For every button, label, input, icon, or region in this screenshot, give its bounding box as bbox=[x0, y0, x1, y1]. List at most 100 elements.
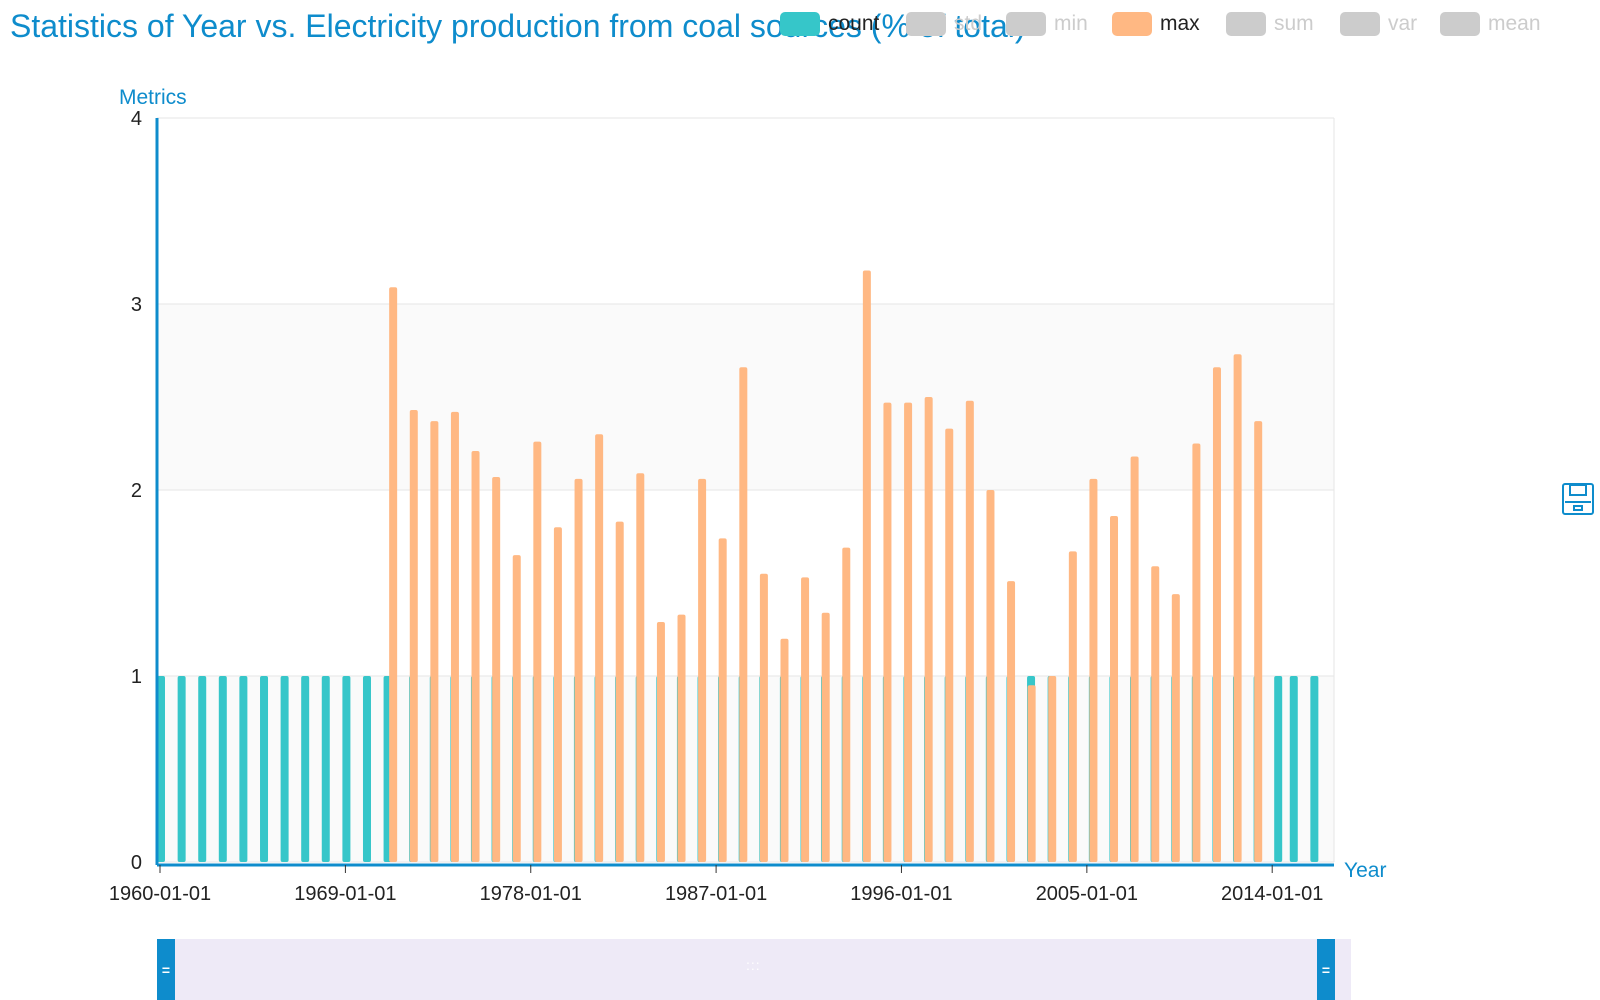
x-axis-title: Year bbox=[1344, 859, 1386, 882]
max-bar bbox=[512, 555, 521, 862]
legend-label: sum bbox=[1274, 12, 1314, 35]
count-bar bbox=[1310, 676, 1319, 862]
legend-swatch bbox=[1112, 12, 1152, 36]
max-bar bbox=[1027, 685, 1036, 862]
legend-swatch bbox=[906, 12, 946, 36]
count-bar bbox=[280, 676, 289, 862]
max-bar bbox=[1254, 421, 1263, 862]
max-bar bbox=[677, 614, 686, 862]
legend-swatch bbox=[1006, 12, 1046, 36]
legend-swatch bbox=[1440, 12, 1480, 36]
legend-item-count[interactable]: count bbox=[780, 11, 879, 37]
max-bar bbox=[430, 421, 439, 862]
zoom-handle-right[interactable]: = bbox=[1317, 939, 1335, 1000]
legend-label: min bbox=[1054, 12, 1088, 35]
max-bar bbox=[842, 547, 851, 862]
legend-item-min[interactable]: min bbox=[1006, 11, 1088, 37]
y-tick-labels: 0 1 2 3 4 bbox=[131, 108, 142, 874]
y-tick-label: 4 bbox=[131, 108, 142, 130]
max-bar bbox=[698, 478, 707, 862]
data-zoom-slider[interactable] bbox=[161, 939, 1351, 1000]
legend-label: var bbox=[1388, 12, 1418, 35]
count-bar bbox=[157, 676, 165, 862]
max-bar bbox=[574, 478, 583, 862]
x-tick-label: 2014-01-01 bbox=[1221, 883, 1323, 905]
x-tick-label: 2005-01-01 bbox=[1036, 883, 1138, 905]
max-bar bbox=[1212, 367, 1221, 862]
count-bar bbox=[198, 676, 207, 862]
chart-title: Statistics of Year vs. Electricity produ… bbox=[10, 8, 1026, 44]
y-tick-label: 3 bbox=[131, 294, 142, 316]
count-bar bbox=[177, 676, 186, 862]
x-tick-label: 1960-01-01 bbox=[109, 883, 211, 905]
max-bar bbox=[739, 367, 748, 862]
max-bar bbox=[450, 411, 459, 862]
x-tick-label: 1969-01-01 bbox=[294, 883, 396, 905]
count-bar bbox=[260, 676, 269, 862]
max-bar bbox=[615, 521, 624, 862]
count-bar bbox=[321, 676, 330, 862]
max-bar bbox=[595, 434, 604, 862]
count-bar bbox=[342, 676, 351, 862]
x-tick-label: 1978-01-01 bbox=[480, 883, 582, 905]
y-tick-label: 2 bbox=[131, 480, 142, 502]
max-bar bbox=[553, 527, 562, 862]
y-tick-label: 1 bbox=[131, 666, 142, 688]
max-bar bbox=[801, 577, 810, 862]
y-axis-title: Metrics bbox=[119, 86, 187, 109]
max-bar bbox=[862, 270, 871, 862]
max-bar bbox=[389, 287, 398, 862]
max-bar bbox=[1192, 443, 1201, 862]
legend-item-sum[interactable]: sum bbox=[1226, 11, 1314, 37]
max-bar bbox=[533, 441, 542, 862]
max-bar bbox=[986, 490, 995, 862]
count-bar bbox=[1274, 676, 1283, 862]
max-bar bbox=[821, 612, 830, 862]
max-bar bbox=[759, 573, 768, 862]
axes bbox=[155, 118, 1334, 867]
max-bar bbox=[1110, 516, 1119, 862]
max-bar bbox=[904, 402, 913, 862]
max-bar bbox=[924, 397, 933, 862]
x-tick-labels: 1960-01-01 1969-01-01 1978-01-01 1987-01-01… bbox=[109, 865, 1323, 905]
max-bar bbox=[1068, 551, 1077, 862]
max-bar bbox=[656, 622, 665, 862]
max-bar bbox=[492, 476, 501, 862]
save-icon[interactable] bbox=[1561, 482, 1595, 516]
count-bar bbox=[362, 676, 371, 862]
zoom-handle-left[interactable]: = bbox=[157, 939, 175, 1000]
y-tick-label: 0 bbox=[131, 852, 142, 874]
max-bar bbox=[945, 428, 954, 862]
max-bar bbox=[965, 400, 974, 862]
legend-item-std[interactable]: std bbox=[906, 11, 982, 37]
x-tick-label: 1996-01-01 bbox=[850, 883, 952, 905]
legend-swatch bbox=[1226, 12, 1266, 36]
plot-band bbox=[157, 118, 1334, 304]
legend-label: max bbox=[1160, 12, 1200, 35]
max-bar bbox=[636, 473, 645, 862]
max-bar bbox=[1130, 456, 1139, 862]
count-bar bbox=[239, 676, 248, 862]
max-bar bbox=[1171, 594, 1180, 862]
legend-swatch bbox=[780, 12, 820, 36]
count-bar bbox=[1289, 676, 1298, 862]
max-bar bbox=[1151, 566, 1160, 862]
zoom-drag-grip[interactable]: ::: bbox=[746, 957, 761, 973]
legend-item-var[interactable]: var bbox=[1340, 11, 1417, 37]
legend-item-max[interactable]: max bbox=[1112, 11, 1200, 37]
max-bar bbox=[718, 538, 727, 862]
legend-label: mean bbox=[1488, 12, 1541, 35]
x-tick-label: 1987-01-01 bbox=[665, 883, 767, 905]
max-bar bbox=[780, 638, 789, 862]
legend-item-mean[interactable]: mean bbox=[1440, 11, 1541, 37]
count-bar bbox=[301, 676, 310, 862]
max-bar bbox=[883, 402, 892, 862]
legend-label: std bbox=[954, 12, 983, 35]
legend-swatch bbox=[1340, 12, 1380, 36]
bars bbox=[157, 270, 1319, 862]
max-bar bbox=[471, 450, 480, 862]
max-bar bbox=[1089, 478, 1098, 862]
max-bar bbox=[1233, 354, 1242, 862]
count-bar bbox=[218, 676, 227, 862]
